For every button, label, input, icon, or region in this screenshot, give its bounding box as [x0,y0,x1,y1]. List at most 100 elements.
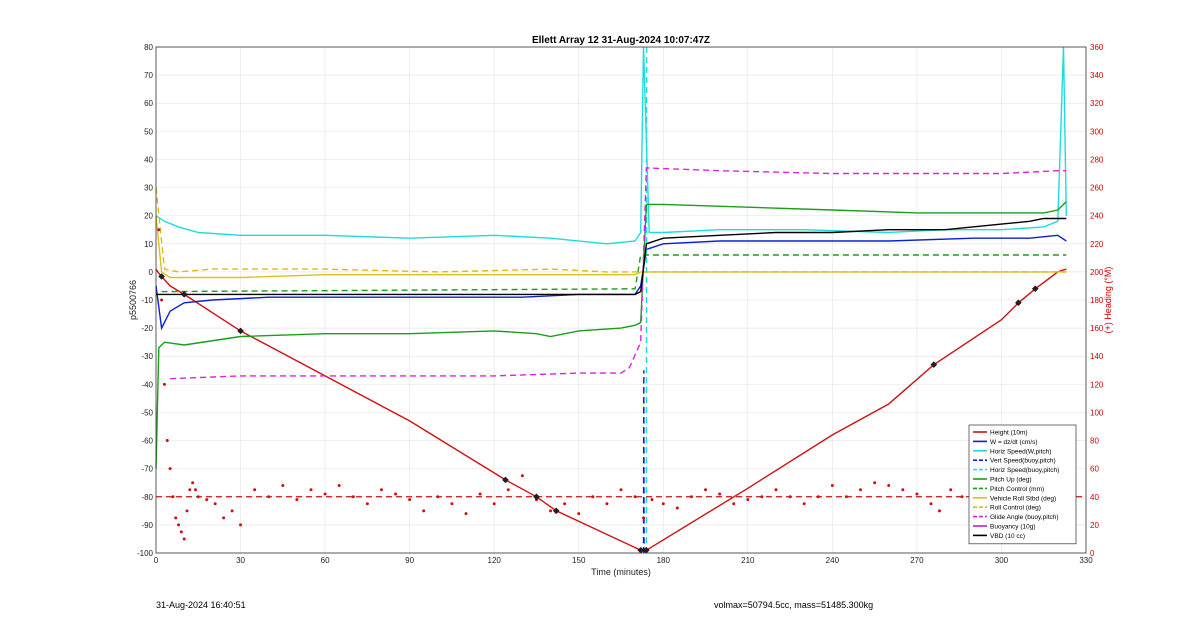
x-axis-label: Time (minutes) [591,567,651,577]
y-axis-label: p5500766 [128,280,138,320]
heading-point [549,509,553,513]
y-tick-labels: -100-90-80-70-60-50-40-30-20-10010203040… [137,43,154,558]
dive-marker [533,493,540,501]
legend-label: Height (10m) [990,430,1028,437]
y-tick-label: 30 [144,184,153,193]
series-line-8 [155,187,1067,273]
y-tick-label: -60 [141,437,153,446]
y-tick-label: 60 [144,99,153,108]
heading-point [295,498,299,502]
y-tick-label: 80 [144,43,153,52]
series-layer [155,46,1067,554]
heading-point [774,488,778,492]
heading-point [873,481,877,485]
series-line-5 [155,201,1067,469]
heading-point [351,495,355,499]
y2-tick-label: 220 [1090,240,1104,249]
legend-label: VBD (10 cc) [990,533,1025,540]
legend-label: Horiz Speed(buoy,pitch) [990,467,1059,474]
y-tick-label: -90 [141,521,153,530]
y2-tick-label: 260 [1090,184,1104,193]
heading-point [422,509,426,513]
heading-point [937,509,941,513]
series-line-11 [156,217,1067,296]
x-tick-labels: 0 30 60 90 120 150 180 210 240 270 300 330 [154,556,1093,565]
legend-label: Pitch Control (mm) [990,486,1044,493]
heading-point [174,516,178,520]
heading-point [168,467,172,471]
heading-point [253,488,257,492]
heading-point [642,516,646,520]
heading-point [844,495,848,499]
heading-point [563,502,567,506]
heading-point [230,509,234,513]
y-tick-label: 70 [144,71,153,80]
heading-point [760,495,764,499]
x-tick-label: 60 [321,556,330,565]
heading-point [915,492,919,496]
heading-point [450,502,454,506]
y-tick-label: 20 [144,212,153,221]
heading-point [185,509,189,513]
dive-marker [158,273,165,280]
heading-point [191,481,195,485]
y-tick-label: -70 [141,465,153,474]
chart-title: Ellett Array 12 31-Aug-2024 10:07:47Z [532,35,710,46]
heading-point [464,512,468,516]
legend-label: Buoyancy (10g) [990,524,1036,531]
heading-point [605,502,609,506]
y2-tick-labels: 0 20 40 60 80 100 120 140 160 180 200 220 240 260 280 3… [1090,43,1104,558]
y-tick-label: -50 [141,408,153,417]
y2-tick-label: 180 [1090,296,1104,305]
heading-point [492,502,496,506]
heading-point [633,495,637,499]
x-tick-label: 30 [236,556,245,565]
y-tick-label: -100 [137,549,154,558]
heading-point [188,488,192,492]
x-tick-label: 210 [741,556,755,565]
legend-label: Pitch Up (deg) [990,477,1032,484]
series-line-7 [155,215,1067,279]
x-tick-label: 240 [826,556,840,565]
dive-marker [1015,299,1022,307]
y-tick-label: 10 [144,240,153,249]
heading-point [205,498,209,502]
y-tick-label: -20 [141,324,153,333]
y-tick-label: 0 [149,268,154,277]
heading-point [239,523,243,527]
heading-point [802,502,806,506]
heading-point [689,495,693,499]
legend-label: Vert Speed(buoy,pitch) [990,458,1056,465]
y-tick-label: -30 [141,352,153,361]
legend-label: Glide Angle (buoy,pitch) [990,514,1059,521]
dive-marker [180,291,188,298]
heading-point [830,484,834,488]
dive-marker [237,327,244,335]
heading-point [267,495,271,499]
x-tick-label: 120 [488,556,502,565]
plot-frame [155,46,1087,554]
series-line-2 [155,46,1067,245]
heading-point [788,495,792,499]
y-tick-label: -40 [141,380,153,389]
heading-point [193,488,197,492]
heading-point [520,474,524,478]
y2-tick-label: 340 [1090,71,1104,80]
heading-point [506,488,510,492]
heading-point [887,484,891,488]
heading-point [323,492,327,496]
heading-point [718,492,722,496]
heading-point [732,502,736,506]
series-line-3 [642,370,645,554]
heading-point [650,498,654,502]
y-tick-label: 50 [144,127,153,136]
heading-point [162,382,166,386]
heading-point [177,523,181,527]
legend-label: W = dz/dt (cm/s) [990,439,1038,446]
y2-tick-label: 80 [1090,437,1099,446]
legend-box [968,424,1077,545]
legend: Height (10m) W = dz/dt (cm/s) Horiz Speed(… [968,424,1077,545]
y2-tick-label: 20 [1090,521,1099,530]
heading-point [949,488,953,492]
